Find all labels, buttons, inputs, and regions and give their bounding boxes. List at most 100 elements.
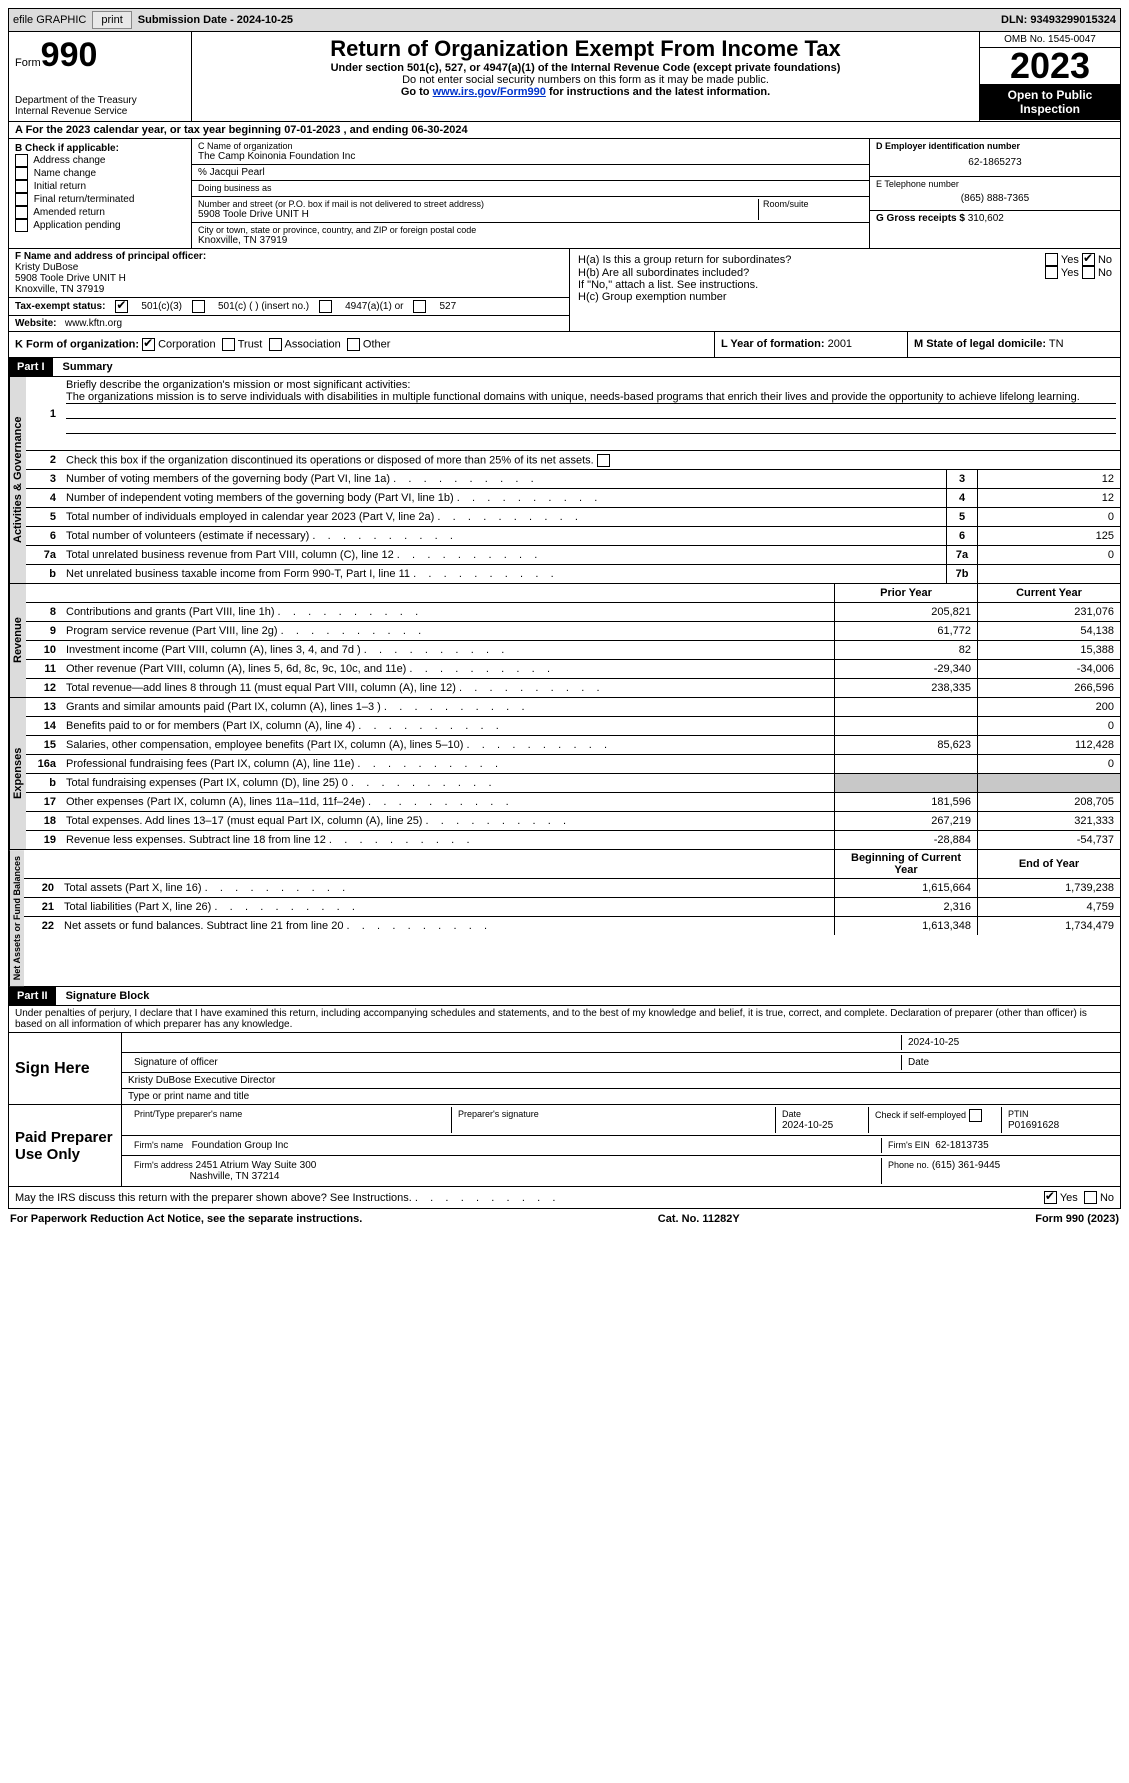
col-end-year: End of Year (977, 850, 1120, 878)
summary-line: 22Net assets or fund balances. Subtract … (24, 917, 1120, 935)
phone-label: E Telephone number (876, 179, 1114, 189)
gross-value: 310,602 (968, 213, 1004, 224)
chk-ha-yes[interactable] (1045, 253, 1058, 266)
part1-title: Summary (53, 358, 123, 376)
firm-addr1: 2451 Atrium Way Suite 300 (196, 1160, 317, 1171)
part1-header-row: Part I Summary (8, 358, 1121, 377)
mission-text: The organizations mission is to serve in… (66, 391, 1080, 403)
part2-title: Signature Block (56, 987, 160, 1005)
topbar: efile GRAPHIC print Submission Date - 20… (8, 8, 1121, 32)
firm-phone: (615) 361-9445 (932, 1160, 1000, 1171)
summary-line: 18Total expenses. Add lines 13–17 (must … (26, 812, 1120, 831)
chk-box-b[interactable] (15, 193, 28, 206)
summary-line: 4Number of independent voting members of… (26, 489, 1120, 508)
footer-left: For Paperwork Reduction Act Notice, see … (10, 1213, 362, 1225)
box-h: H(a) Is this a group return for subordin… (570, 249, 1120, 331)
dba-label: Doing business as (198, 183, 272, 193)
form-subtitle-2: Do not enter social security numbers on … (200, 74, 971, 86)
room-label: Room/suite (763, 199, 863, 209)
tax-year: 2023 (980, 48, 1120, 84)
ein-value: 62-1865273 (876, 151, 1114, 174)
chk-hb-yes[interactable] (1045, 266, 1058, 279)
paid-preparer-label: Paid Preparer Use Only (9, 1105, 122, 1186)
irs-label: Internal Revenue Service (15, 106, 185, 117)
col-prior-year: Prior Year (834, 584, 977, 602)
chk-box-b[interactable] (15, 206, 28, 219)
chk-4947[interactable] (319, 300, 332, 313)
chk-ha-no[interactable] (1082, 253, 1095, 266)
form-header: Form990 Department of the Treasury Inter… (8, 32, 1121, 122)
chk-box-b[interactable] (15, 180, 28, 193)
box-b-title: B Check if applicable: (15, 143, 185, 154)
summary-line: 9Program service revenue (Part VIII, lin… (26, 622, 1120, 641)
tab-revenue: Revenue (9, 584, 26, 697)
tab-net-assets: Net Assets or Fund Balances (9, 850, 24, 986)
chk-discuss-no[interactable] (1084, 1191, 1097, 1204)
chk-assoc[interactable] (269, 338, 282, 351)
chk-trust[interactable] (222, 338, 235, 351)
signature-block: Sign Here 2024-10-25 Signature of office… (8, 1033, 1121, 1187)
form-subtitle-1: Under section 501(c), 527, or 4947(a)(1)… (200, 62, 971, 74)
section-fgh: F Name and address of principal officer:… (8, 249, 1121, 332)
section-bcd: B Check if applicable: Address change Na… (8, 139, 1121, 249)
box-b-option: Final return/terminated (15, 193, 185, 206)
chk-hb-no[interactable] (1082, 266, 1095, 279)
city-label: City or town, state or province, country… (198, 225, 863, 235)
footer-right: Form 990 (2023) (1035, 1213, 1119, 1225)
form-subtitle-3: Go to www.irs.gov/Form990 for instructio… (200, 86, 971, 98)
part2-header-row: Part II Signature Block (8, 987, 1121, 1006)
box-b-option: Application pending (15, 219, 185, 232)
org-name: The Camp Koinonia Foundation Inc (198, 151, 863, 162)
ein-label: D Employer identification number (876, 141, 1114, 151)
part2-header: Part II (9, 987, 56, 1005)
box-b-option: Address change (15, 154, 185, 167)
revenue-section: Revenue Prior Year Current Year 8Contrib… (8, 584, 1121, 698)
officer-city: Knoxville, TN 37919 (15, 284, 563, 295)
firm-ein: 62-1813735 (935, 1140, 988, 1151)
org-name-label: C Name of organization (198, 141, 863, 151)
chk-discuss-yes[interactable] (1044, 1191, 1057, 1204)
chk-box-b[interactable] (15, 167, 28, 180)
chk-box-b[interactable] (15, 219, 28, 232)
addr-label: Number and street (or P.O. box if mail i… (198, 199, 758, 209)
box-b: B Check if applicable: Address change Na… (9, 139, 192, 248)
chk-other[interactable] (347, 338, 360, 351)
summary-line: bNet unrelated business taxable income f… (26, 565, 1120, 583)
chk-self-employed[interactable] (969, 1109, 982, 1122)
irs-form990-link[interactable]: www.irs.gov/Form990 (433, 86, 546, 98)
chk-line2[interactable] (597, 454, 610, 467)
gross-label: G Gross receipts $ (876, 213, 965, 224)
ptin-value: P01691628 (1008, 1120, 1059, 1131)
net-assets-section: Net Assets or Fund Balances Beginning of… (8, 850, 1121, 987)
box-b-option: Initial return (15, 180, 185, 193)
summary-line: 16aProfessional fundraising fees (Part I… (26, 755, 1120, 774)
open-public-badge: Open to Public Inspection (980, 84, 1120, 120)
box-m: M State of legal domicile: TN (908, 332, 1120, 357)
box-i: Tax-exempt status: 501(c)(3) 501(c) ( ) … (9, 298, 569, 316)
summary-line: 19Revenue less expenses. Subtract line 1… (26, 831, 1120, 849)
dept-label: Department of the Treasury (15, 95, 185, 106)
officer-name: Kristy DuBose (15, 262, 563, 273)
summary-line: 6Total number of volunteers (estimate if… (26, 527, 1120, 546)
print-button[interactable]: print (92, 11, 131, 29)
box-j: Website: www.kftn.org (9, 316, 569, 331)
summary-line: 8Contributions and grants (Part VIII, li… (26, 603, 1120, 622)
chk-501c[interactable] (192, 300, 205, 313)
footer-mid: Cat. No. 11282Y (658, 1213, 740, 1225)
col-current-year: Current Year (977, 584, 1120, 602)
box-b-option: Amended return (15, 206, 185, 219)
summary-line: 12Total revenue—add lines 8 through 11 (… (26, 679, 1120, 697)
box-f: F Name and address of principal officer:… (9, 249, 569, 298)
summary-line: 3Number of voting members of the governi… (26, 470, 1120, 489)
chk-box-b[interactable] (15, 154, 28, 167)
summary-line: 11Other revenue (Part VIII, column (A), … (26, 660, 1120, 679)
form-title: Return of Organization Exempt From Incom… (200, 36, 971, 62)
chk-corp[interactable] (142, 338, 155, 351)
officer-sig-name: Kristy DuBose Executive Director (122, 1073, 1120, 1089)
summary-line: 14Benefits paid to or for members (Part … (26, 717, 1120, 736)
submission-date: Submission Date - 2024-10-25 (138, 14, 293, 26)
phone-value: (865) 888-7365 (876, 189, 1114, 208)
chk-501c3[interactable] (115, 300, 128, 313)
chk-527[interactable] (413, 300, 426, 313)
section-klm: K Form of organization: Corporation Trus… (8, 332, 1121, 358)
